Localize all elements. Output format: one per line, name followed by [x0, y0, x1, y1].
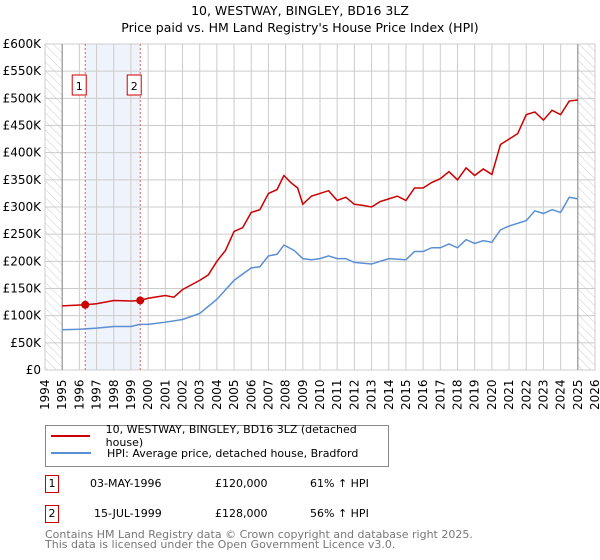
- x-tick-label: 2011: [330, 379, 344, 410]
- sale-marker-label: 1: [76, 80, 83, 93]
- sale-badge: 2: [45, 505, 59, 523]
- x-tick-label: 2014: [382, 379, 396, 410]
- x-tick-label: 2012: [347, 379, 361, 410]
- sale-marker-box: [126, 74, 142, 96]
- no-data-hatch-right: [577, 44, 595, 370]
- chart-legend: 10, WESTWAY, BINGLEY, BD16 3LZ (detached…: [45, 423, 389, 467]
- sale-row: 1 03-MAY-1996 £120,000 61% ↑ HPI: [45, 475, 445, 493]
- y-tick-label: £400K: [3, 146, 43, 160]
- x-tick-label: 2020: [485, 379, 499, 410]
- x-tick-label: 1998: [107, 379, 121, 410]
- x-tick-label: 2017: [433, 379, 447, 410]
- no-data-hatch-left: [45, 44, 63, 370]
- series-line-property: [62, 99, 578, 307]
- price-chart: £0 £50K £100K £150K £200K £250K £300K £350K £400…: [3, 37, 600, 410]
- y-tick-label: £0: [26, 363, 41, 377]
- y-tick-label: £50K: [10, 336, 42, 350]
- x-tick-label: 2026: [588, 379, 600, 410]
- y-tick-label: £100K: [3, 309, 43, 323]
- y-tick-label: £250K: [3, 227, 43, 241]
- x-tick-label: 2006: [244, 379, 258, 410]
- x-tick-label: 2004: [210, 379, 224, 410]
- x-tick-label: 1997: [90, 379, 104, 410]
- x-tick-label: 2016: [416, 379, 430, 410]
- legend-line-red: [51, 435, 90, 437]
- y-tick-label: £450K: [3, 119, 43, 133]
- footer: Contains HM Land Registry data © Crown c…: [45, 528, 473, 551]
- x-tick-label: 2003: [193, 379, 207, 410]
- legend-item-hpi: HPI: Average price, detached house, Brad…: [46, 445, 358, 461]
- sale-marker-box: [71, 74, 87, 96]
- x-tick-label: 1995: [55, 379, 69, 410]
- x-tick-label: 2023: [536, 379, 550, 410]
- legend-label: HPI: Average price, detached house, Brad…: [107, 446, 359, 460]
- x-tick-label: 2013: [365, 379, 379, 410]
- x-tick-label: 2008: [279, 379, 293, 410]
- x-tick-label: 2022: [519, 379, 533, 410]
- sale-price: £120,000: [215, 477, 268, 490]
- x-tick-label: 2010: [313, 379, 327, 410]
- sale-point: [136, 296, 145, 305]
- y-tick-label: £350K: [3, 173, 43, 187]
- sale-badge: 1: [45, 475, 59, 493]
- x-tick-label: 2019: [468, 379, 482, 410]
- chart-subtitle: Price paid vs. HM Land Registry's House …: [121, 20, 479, 35]
- y-tick-label: £200K: [3, 254, 43, 268]
- legend-item-property: 10, WESTWAY, BINGLEY, BD16 3LZ (detached…: [46, 423, 388, 449]
- x-tick-label: 2018: [451, 379, 465, 410]
- series-line-hpi: [62, 196, 578, 331]
- x-tick-label: 2007: [261, 379, 275, 410]
- x-tick-label: 1994: [38, 379, 52, 410]
- sale-price: £128,000: [215, 507, 268, 520]
- sale-hpi-diff: 56% ↑ HPI: [310, 507, 369, 520]
- sale-row: 2 15-JUL-1999 £128,000 56% ↑ HPI: [45, 505, 445, 523]
- y-tick-label: £500K: [3, 91, 43, 105]
- y-tick-label: £550K: [3, 64, 43, 78]
- x-tick-label: 2021: [502, 379, 516, 410]
- x-tick-label: 2024: [554, 379, 568, 410]
- footer-copyright: Contains HM Land Registry data © Crown c…: [45, 528, 473, 541]
- x-tick-label: 2000: [141, 379, 155, 410]
- sale-date: 03-MAY-1996: [90, 477, 162, 490]
- x-tick-label: 1999: [124, 379, 138, 410]
- legend-line-blue: [51, 452, 91, 454]
- x-tick-label: 2015: [399, 379, 413, 410]
- footer-licence: This data is licensed under the Open Gov…: [45, 538, 396, 551]
- sale-point: [81, 300, 90, 309]
- x-tick-label: 2009: [296, 379, 310, 410]
- sale-hpi-diff: 61% ↑ HPI: [310, 477, 369, 490]
- x-tick-label: 2002: [176, 379, 190, 410]
- x-tick-label: 2025: [571, 379, 585, 410]
- x-tick-label: 1996: [72, 379, 86, 410]
- x-tick-label: 2005: [227, 379, 241, 410]
- y-tick-label: £600K: [3, 37, 43, 51]
- sale-date: 15-JUL-1999: [94, 507, 162, 520]
- legend-label: 10, WESTWAY, BINGLEY, BD16 3LZ (detached…: [105, 423, 357, 449]
- y-tick-label: £300K: [3, 200, 43, 214]
- y-tick-label: £150K: [3, 282, 43, 296]
- sale-marker-label: 2: [131, 80, 138, 93]
- x-tick-label: 2001: [158, 379, 172, 410]
- chart-title: 10, WESTWAY, BINGLEY, BD16 3LZ: [191, 3, 409, 18]
